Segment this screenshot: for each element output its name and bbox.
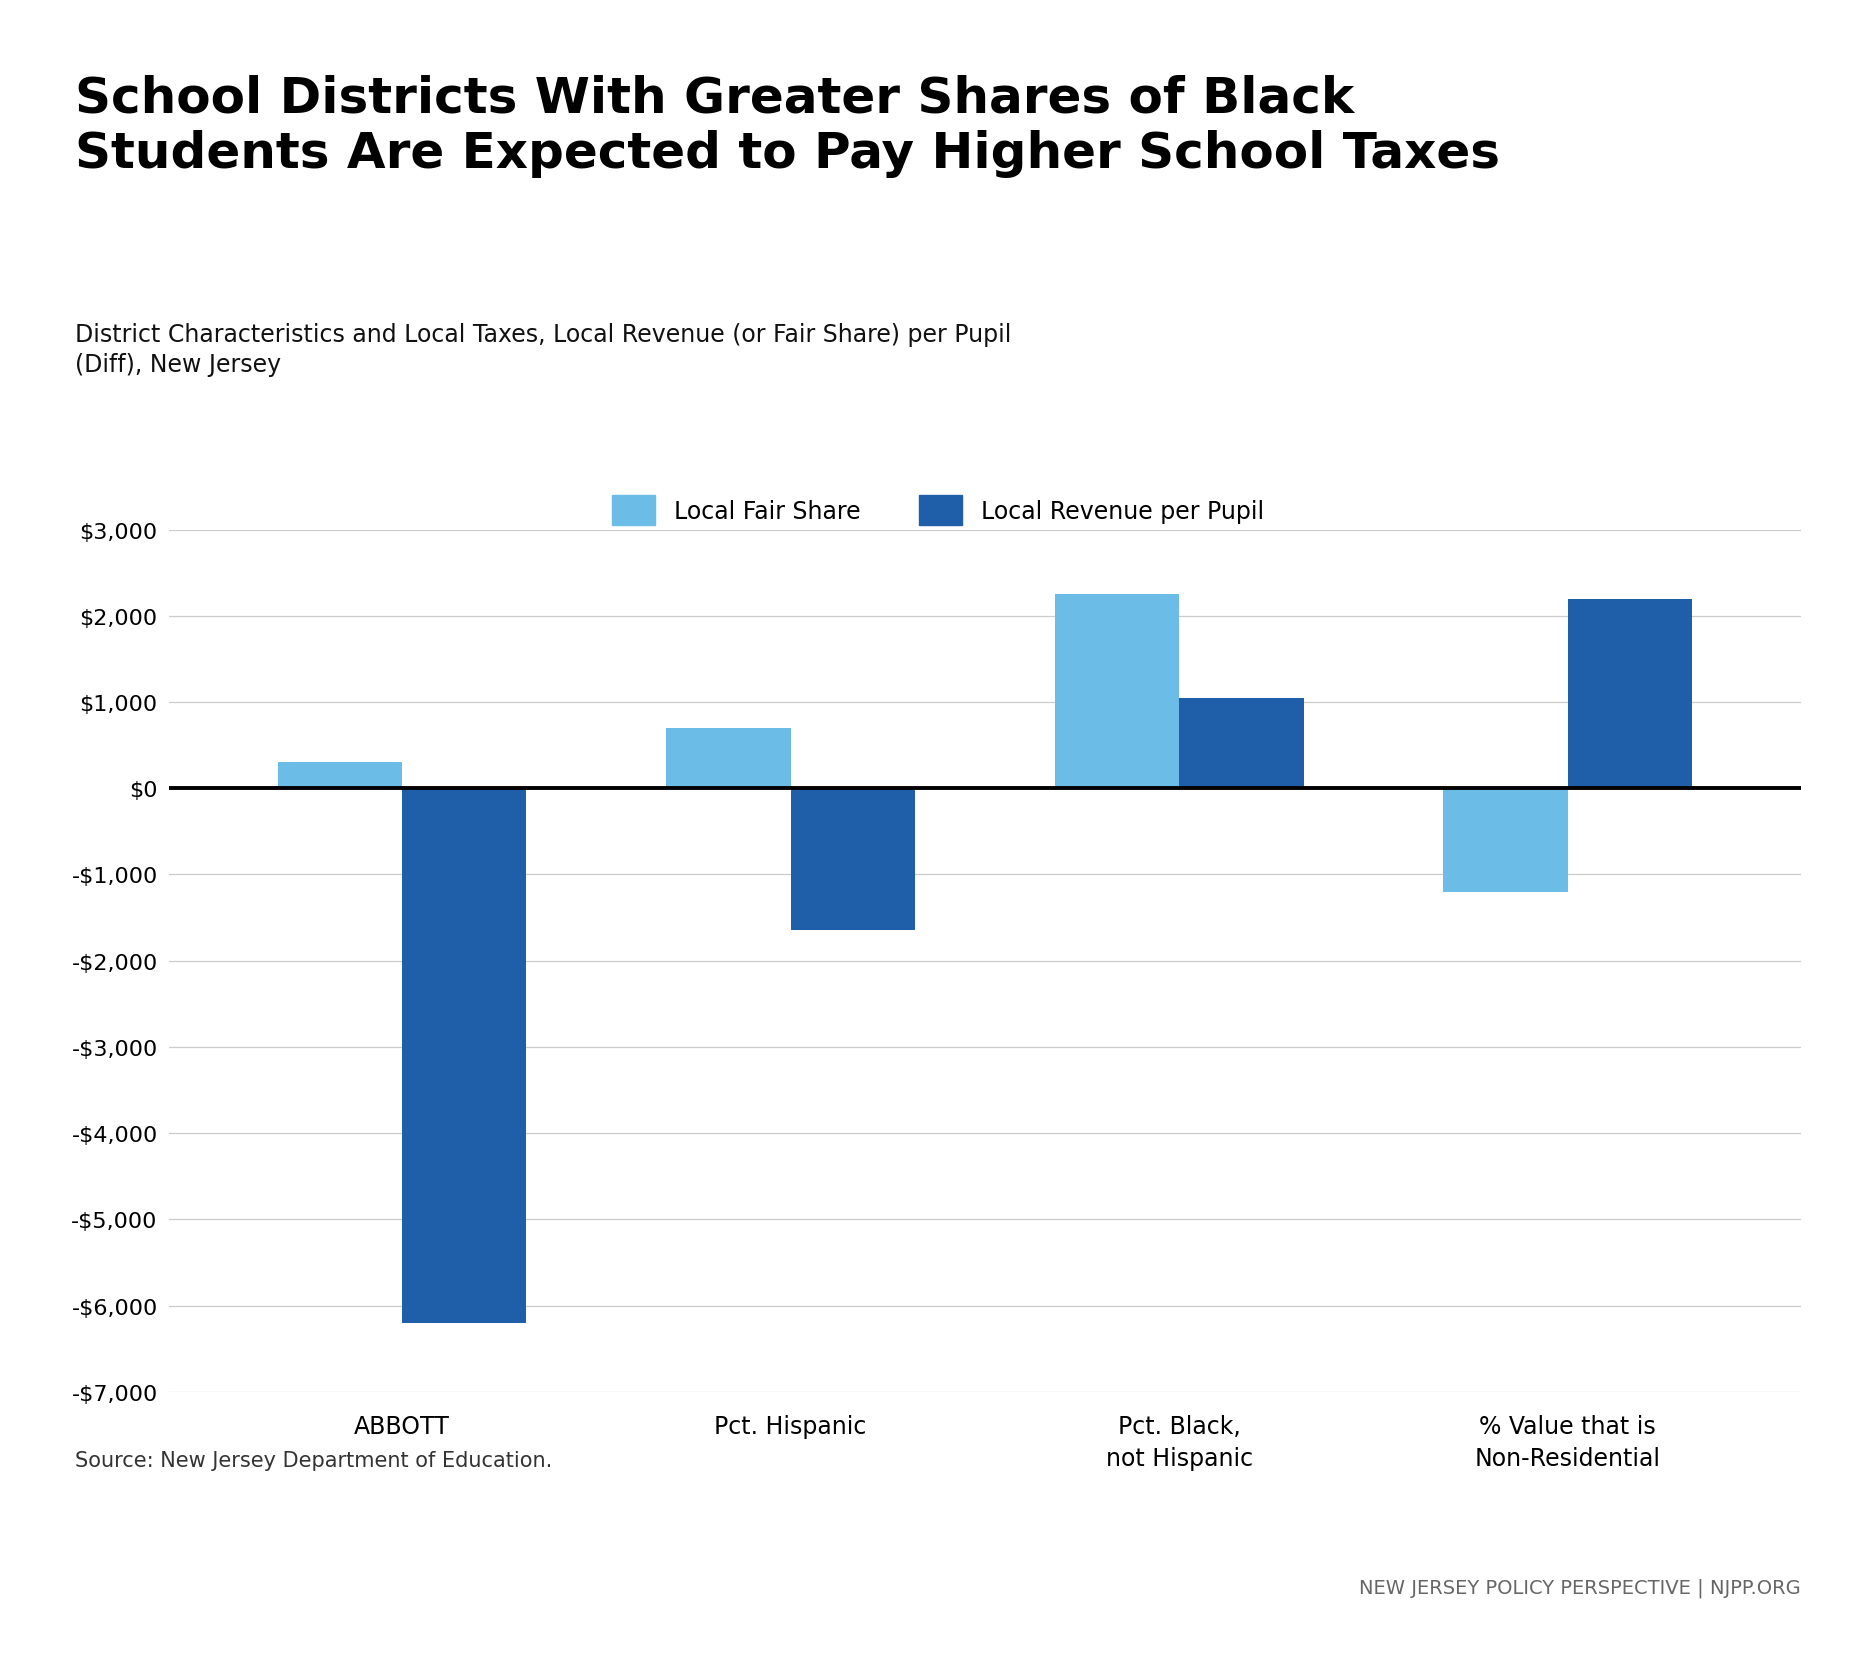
Text: Source: New Jersey Department of Education.: Source: New Jersey Department of Educati… (75, 1450, 552, 1470)
Bar (790, 789, 915, 931)
Text: NEW JERSEY POLICY PERSPECTIVE | NJPP.ORG: NEW JERSEY POLICY PERSPECTIVE | NJPP.ORG (1360, 1577, 1801, 1597)
Bar (666, 729, 790, 789)
Bar (1568, 600, 1692, 789)
Text: District Characteristics and Local Taxes, Local Revenue (or Fair Share) per Pupi: District Characteristics and Local Taxes… (75, 323, 1011, 376)
Bar (401, 789, 527, 1322)
Bar (1054, 595, 1180, 789)
Legend: Local Fair Share, Local Revenue per Pupil: Local Fair Share, Local Revenue per Pupi… (600, 484, 1276, 539)
Bar (1180, 698, 1304, 789)
Text: School Districts With Greater Shares of Black
Students Are Expected to Pay Highe: School Districts With Greater Shares of … (75, 75, 1501, 177)
Bar (1443, 789, 1568, 891)
Bar (278, 762, 401, 789)
